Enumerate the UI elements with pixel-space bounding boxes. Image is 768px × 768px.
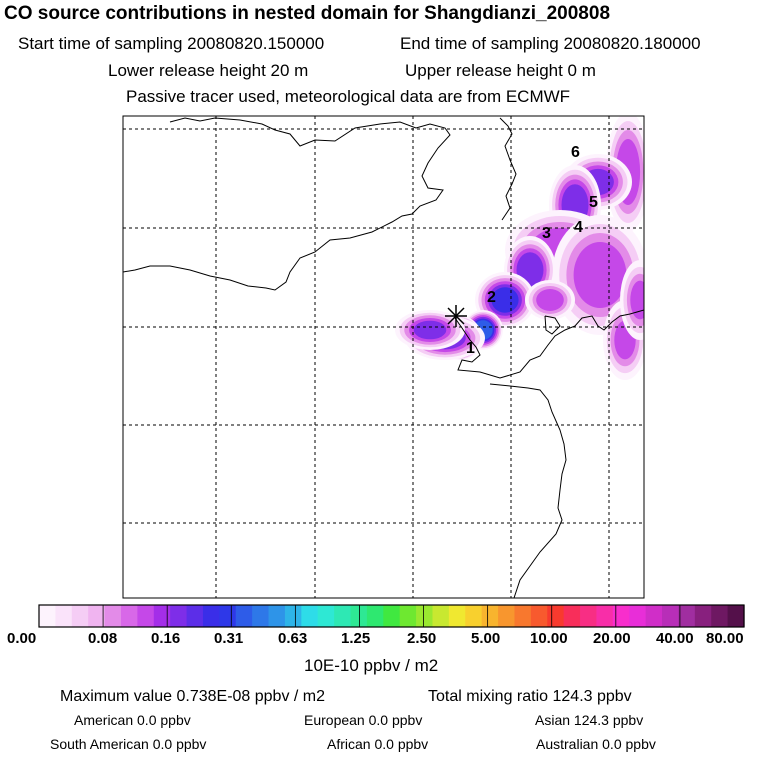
max-value-label: Maximum value 0.738E-08 ppbv / m2 <box>60 688 326 705</box>
colorbar-cell <box>170 605 188 627</box>
colorbar-cell <box>219 605 237 627</box>
australian-value: Australian 0.0 ppbv <box>536 736 656 752</box>
colorbar-cell <box>268 605 286 627</box>
colorbar-tick-11: 80.00 <box>706 630 744 647</box>
colorbar <box>38 604 745 628</box>
colorbar-tick-5: 1.25 <box>341 630 371 647</box>
colorbar-cell <box>235 605 253 627</box>
colorbar-cell <box>481 605 499 627</box>
plume-layer <box>395 116 644 380</box>
map-frame <box>122 115 645 599</box>
colorbar-cell <box>55 605 73 627</box>
colorbar-cell <box>465 605 483 627</box>
info-label: Passive tracer used, meteorological data… <box>126 87 571 106</box>
colorbar-cell <box>39 605 56 627</box>
colorbar-cell <box>202 605 220 627</box>
coastline <box>123 117 644 598</box>
colorbar-cell <box>711 605 729 627</box>
colorbar-tick-0: 0.00 <box>7 630 37 647</box>
plume-contour <box>630 280 644 320</box>
colorbar-cell <box>580 605 598 627</box>
colorbar-cell <box>252 605 270 627</box>
colorbar-cell <box>317 605 335 627</box>
source-label-2: 2 <box>487 289 496 306</box>
colorbar-cell <box>104 605 122 627</box>
colorbar-cell <box>678 605 696 627</box>
colorbar-cell <box>416 605 434 627</box>
end-time-label: End time of sampling 20080820.180000 <box>400 34 701 53</box>
colorbar-cell <box>383 605 401 627</box>
lower-release-label: Lower release height 20 m <box>108 61 309 80</box>
colorbar-cell <box>448 605 466 627</box>
colorbar-cell <box>694 605 712 627</box>
colorbar-tick-8: 10.00 <box>530 630 568 647</box>
colorbar-cell <box>399 605 417 627</box>
receptor-marker-asterisk-icon <box>445 305 467 327</box>
colorbar-cell <box>662 605 680 627</box>
colorbar-cell <box>137 605 155 627</box>
colorbar-tick-10: 40.00 <box>656 630 694 647</box>
plume-contour <box>491 287 519 313</box>
colorbar-cell <box>334 605 352 627</box>
colorbar-cell <box>120 605 138 627</box>
source-label-5: 5 <box>589 194 598 211</box>
american-value: American 0.0 ppbv <box>74 712 191 728</box>
colorbar-tick-9: 20.00 <box>593 630 631 647</box>
colorbar-cell <box>547 605 565 627</box>
colorbar-cell <box>563 605 581 627</box>
source-label-6: 6 <box>571 144 580 161</box>
colorbar-tick-2: 0.16 <box>151 630 181 647</box>
concentration-map: 1 2 3 4 5 6 <box>122 115 645 599</box>
colorbar-cell <box>284 605 302 627</box>
plume-contour <box>536 289 564 311</box>
colorbar-cell <box>153 605 171 627</box>
map-gridlines <box>123 116 644 598</box>
colorbar-cell <box>88 605 106 627</box>
colorbar-cell <box>596 605 614 627</box>
colorbar-cell <box>530 605 548 627</box>
colorbar-tick-6: 2.50 <box>407 630 437 647</box>
south-american-value: South American 0.0 ppbv <box>50 736 207 752</box>
colorbar-frame <box>38 604 745 628</box>
european-value: European 0.0 ppbv <box>304 712 423 728</box>
plot-title: CO source contributions in nested domain… <box>4 3 611 24</box>
source-label-3: 3 <box>542 225 551 242</box>
colorbar-cell <box>432 605 450 627</box>
start-time-label: Start time of sampling 20080820.150000 <box>18 34 325 53</box>
colorbar-cell <box>71 605 89 627</box>
plume-contour <box>573 242 627 308</box>
colorbar-tick-4: 0.63 <box>278 630 308 647</box>
colorbar-cell <box>612 605 630 627</box>
colorbar-unit: 10E-10 ppbv / m2 <box>304 656 439 675</box>
colorbar-tick-7: 5.00 <box>471 630 501 647</box>
asian-value: Asian 124.3 ppbv <box>535 712 644 728</box>
colorbar-cell <box>366 605 384 627</box>
colorbar-tick-1: 0.08 <box>88 630 118 647</box>
colorbar-cell <box>301 605 319 627</box>
colorbar-cell <box>186 605 204 627</box>
colorbar-cell <box>727 605 745 627</box>
colorbar-cell <box>629 605 647 627</box>
upper-release-label: Upper release height 0 m <box>405 61 596 80</box>
source-label-1: 1 <box>466 340 475 357</box>
plume-contour <box>413 320 447 340</box>
colorbar-cell <box>645 605 663 627</box>
colorbar-cell <box>514 605 532 627</box>
colorbar-cell <box>498 605 516 627</box>
colorbar-cell <box>350 605 368 627</box>
total-mixing-label: Total mixing ratio 124.3 ppbv <box>428 688 632 705</box>
colorbar-cells <box>39 605 745 627</box>
african-value: African 0.0 ppbv <box>327 736 429 752</box>
source-label-4: 4 <box>574 219 583 236</box>
colorbar-tick-3: 0.31 <box>214 630 244 647</box>
